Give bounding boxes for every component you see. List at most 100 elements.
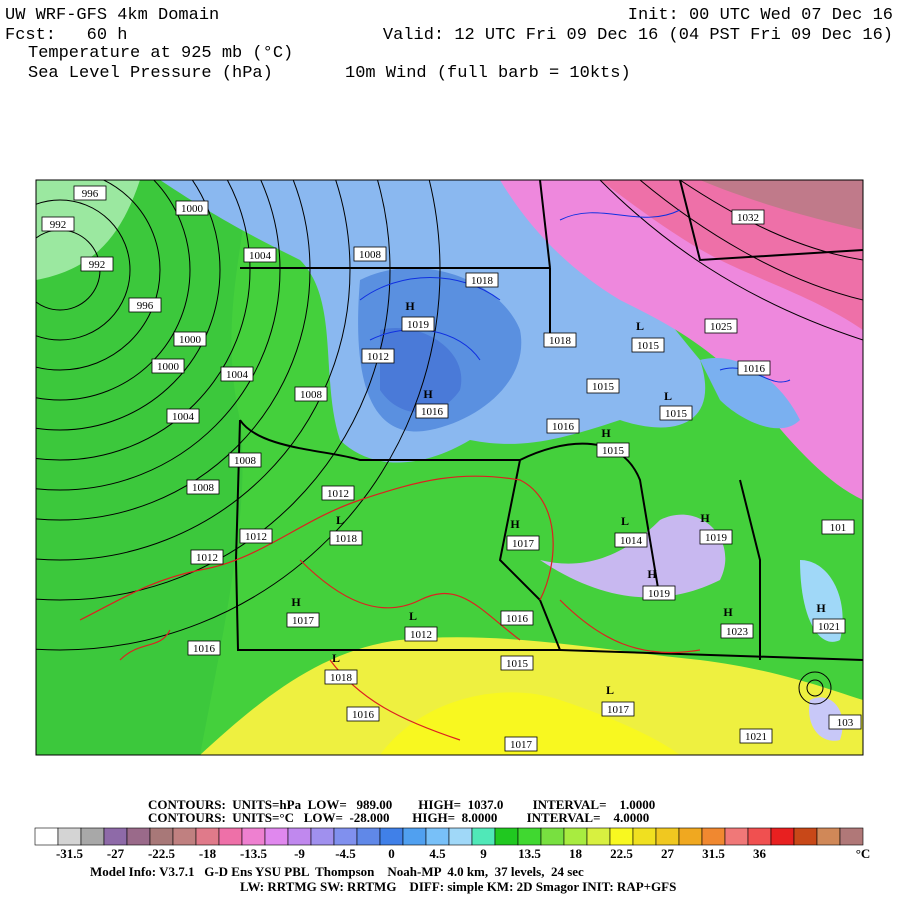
pressure-label: 1017 [292,615,315,627]
pressure-label: 1018 [471,275,494,287]
pressure-center: L [664,389,672,403]
pressure-label: 1018 [549,335,572,347]
pressure-label: 1000 [157,361,180,373]
label-box [401,316,435,332]
colorbar-swatch [333,827,358,846]
label-box [173,331,207,347]
colorbar-swatch [701,827,726,846]
label-box [228,452,262,468]
colorbar-swatch [379,827,404,846]
pressure-label: 1004 [249,250,272,262]
colorbar-swatch [609,827,634,846]
label-box [659,405,693,421]
pressure-label: 1012 [245,531,267,543]
label-box [543,332,577,348]
colorbar-swatch [34,827,59,846]
pressure-center: L [332,651,340,665]
pressure-center: H [601,426,611,440]
contours-slp: CONTOURS: UNITS=hPa LOW= 989.00 HIGH= 10… [148,797,655,812]
colorbar-swatch [126,827,151,846]
colorbar-label: 36 [753,846,767,861]
colorbar-swatch [356,827,381,846]
label-box [187,640,221,656]
label-box [166,408,200,424]
pressure-label: 103 [837,717,854,729]
label-box [128,297,162,313]
valid: Valid: 12 UTC Fri 09 Dec 16 (04 PST Fri … [383,26,893,45]
colorbar-swatch [80,827,105,846]
pressure-label: 1004 [226,369,249,381]
label-box [294,386,328,402]
pressure-label: 992 [50,219,67,231]
model-info: Model Info: V3.7.1 G-D Ens YSU PBL Thomp… [90,864,584,879]
pressure-label: 1008 [300,389,323,401]
label-box [243,247,277,263]
pressure-label: 1025 [710,321,733,333]
pressure-label: 1019 [705,532,728,544]
pressure-label: 1021 [745,731,767,743]
colorbar-label: 13.5 [518,846,541,861]
colorbar-label: -22.5 [148,846,176,861]
label-box [186,479,220,495]
colorbar-label: 22.5 [610,846,633,861]
colorbar-swatch [724,827,749,846]
pressure-label: 1015 [506,658,529,670]
label-box [404,626,438,642]
pressure-label: 1012 [410,629,432,641]
pressure-label: 992 [89,259,106,271]
pressure-label: 1000 [181,203,204,215]
colorbar-swatch [632,827,657,846]
colorbar-swatch [747,827,772,846]
colorbar-swatch [195,827,220,846]
colorbar-swatch [172,827,197,846]
colorbar-swatch [793,827,818,846]
colorbar-label: -9 [294,846,305,861]
label-box [828,714,862,730]
pressure-label: 1014 [620,535,643,547]
pressure-center: H [291,595,301,609]
colorbar-swatch [517,827,542,846]
colorbar-label: 27 [661,846,675,861]
colorbar-swatch [816,827,841,846]
label-box [631,337,665,353]
label-box [704,318,738,334]
label-box [239,528,273,544]
colorbar-label: 9 [480,846,487,861]
label-box [821,519,855,535]
pressure-center: H [510,517,520,531]
colorbar-unit: °C [856,846,871,861]
pressure-label: 1012 [367,351,389,363]
colorbar-swatch [471,827,496,846]
pressure-center: H [647,567,657,581]
pressure-label: 1018 [330,672,353,684]
pressure-label: 996 [137,300,154,312]
pressure-label: 1012 [196,552,218,564]
init: Init: 00 UTC Wed 07 Dec 16 [628,6,893,25]
label-box [504,736,538,752]
pressure-center: L [606,683,614,697]
pressure-label: 1021 [818,621,840,633]
label-box [346,706,380,722]
colorbar-label: -18 [199,846,217,861]
pressure-label: 1004 [172,411,195,423]
label-box [500,610,534,626]
colorbar-label: 31.5 [702,846,725,861]
colorbar-label: 0 [388,846,395,861]
pressure-center: H [723,605,733,619]
pressure-label: 1016 [743,363,766,375]
label-box [500,655,534,671]
label-box [41,216,75,232]
pressure-center: L [636,319,644,333]
field: Temperature at 925 mb (°C) [28,44,293,63]
colorbar-label: 18 [569,846,583,861]
colorbar-swatch [839,827,864,846]
pressure-label: 1015 [665,408,688,420]
colorbar-swatch [402,827,427,846]
pressure-label: 1008 [192,482,215,494]
pressure-label: 1016 [506,613,529,625]
pressure-label: 1008 [234,455,257,467]
colorbar-swatch [448,827,473,846]
pressure-label: 1023 [726,626,749,638]
label-box [586,378,620,394]
